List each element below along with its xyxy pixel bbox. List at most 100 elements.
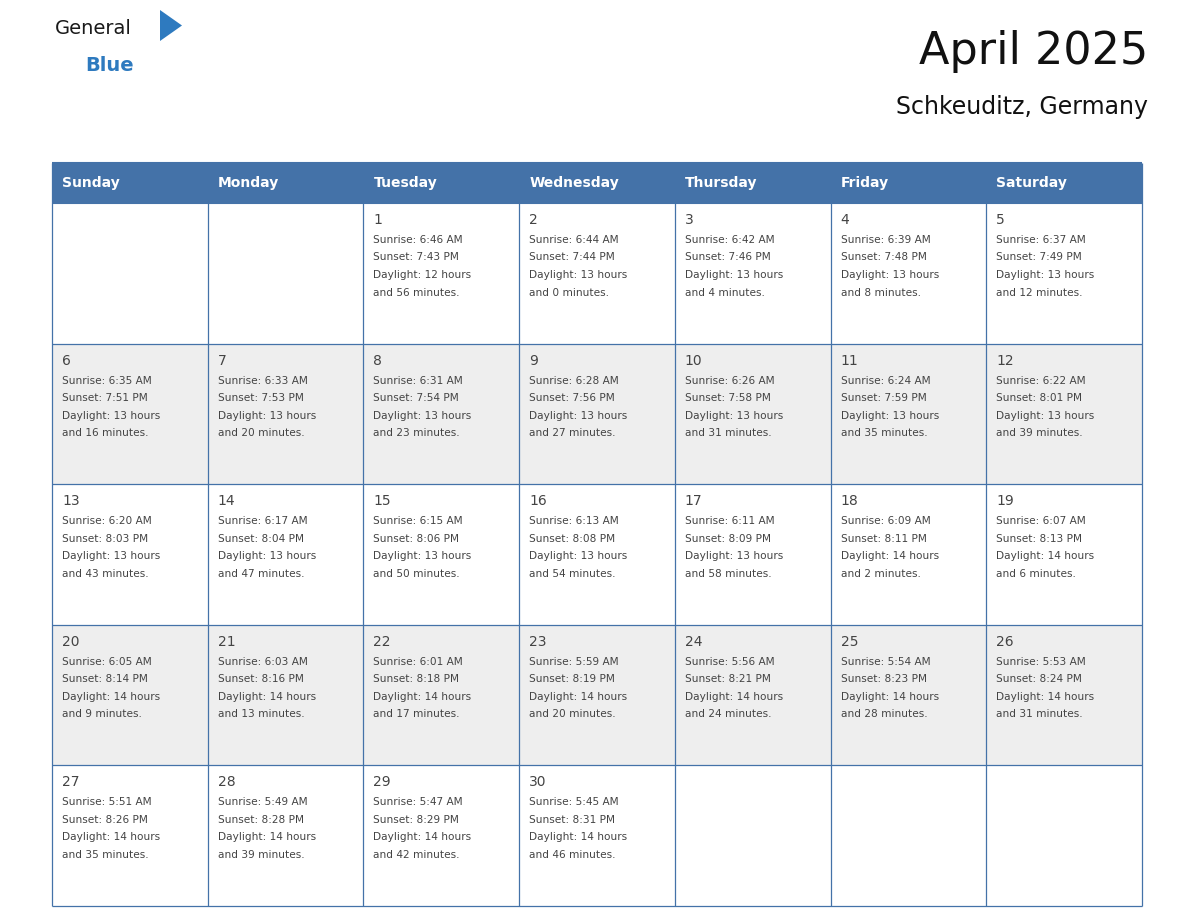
Text: Sunrise: 6:22 AM: Sunrise: 6:22 AM [997,375,1086,386]
Text: Daylight: 14 hours: Daylight: 14 hours [217,692,316,701]
Text: Sunset: 8:28 PM: Sunset: 8:28 PM [217,815,304,825]
Text: Sunrise: 6:17 AM: Sunrise: 6:17 AM [217,516,308,526]
Text: and 54 minutes.: and 54 minutes. [529,568,615,578]
Text: Tuesday: Tuesday [373,176,437,190]
Text: Sunrise: 6:31 AM: Sunrise: 6:31 AM [373,375,463,386]
Text: 2: 2 [529,213,538,227]
Text: Daylight: 13 hours: Daylight: 13 hours [841,410,939,420]
Text: Sunset: 7:53 PM: Sunset: 7:53 PM [217,393,304,403]
Text: Sunrise: 6:20 AM: Sunrise: 6:20 AM [62,516,152,526]
Text: Sunset: 8:18 PM: Sunset: 8:18 PM [373,675,460,684]
Text: 18: 18 [841,494,858,509]
Text: Daylight: 13 hours: Daylight: 13 hours [684,270,783,280]
Text: Sunrise: 6:44 AM: Sunrise: 6:44 AM [529,235,619,245]
Text: Friday: Friday [841,176,889,190]
Text: and 35 minutes.: and 35 minutes. [841,428,927,438]
Text: 20: 20 [62,635,80,649]
Text: General: General [55,19,132,38]
Text: and 43 minutes.: and 43 minutes. [62,568,148,578]
Text: and 58 minutes.: and 58 minutes. [684,568,771,578]
Text: Sunset: 8:29 PM: Sunset: 8:29 PM [373,815,460,825]
Text: and 50 minutes.: and 50 minutes. [373,568,460,578]
Text: Sunrise: 6:09 AM: Sunrise: 6:09 AM [841,516,930,526]
Text: and 39 minutes.: and 39 minutes. [217,850,304,860]
Text: Schkeuditz, Germany: Schkeuditz, Germany [896,95,1148,119]
Text: Sunrise: 5:45 AM: Sunrise: 5:45 AM [529,798,619,808]
Text: Sunset: 7:43 PM: Sunset: 7:43 PM [373,252,460,263]
Text: Sunrise: 6:35 AM: Sunrise: 6:35 AM [62,375,152,386]
Bar [52,625,1142,766]
Text: Saturday: Saturday [997,176,1067,190]
Text: Daylight: 14 hours: Daylight: 14 hours [997,551,1094,561]
Text: 4: 4 [841,213,849,227]
Text: Sunrise: 6:37 AM: Sunrise: 6:37 AM [997,235,1086,245]
Text: and 16 minutes.: and 16 minutes. [62,428,148,438]
Text: Sunrise: 5:56 AM: Sunrise: 5:56 AM [684,656,775,666]
Text: Daylight: 14 hours: Daylight: 14 hours [373,692,472,701]
Text: Daylight: 14 hours: Daylight: 14 hours [841,692,939,701]
Text: Sunrise: 6:39 AM: Sunrise: 6:39 AM [841,235,930,245]
Text: Daylight: 13 hours: Daylight: 13 hours [997,410,1094,420]
Text: 28: 28 [217,776,235,789]
Text: Daylight: 12 hours: Daylight: 12 hours [373,270,472,280]
Text: Daylight: 13 hours: Daylight: 13 hours [62,410,160,420]
Text: 14: 14 [217,494,235,509]
Text: Daylight: 14 hours: Daylight: 14 hours [997,692,1094,701]
Text: Blue: Blue [86,56,133,75]
Text: Sunrise: 6:03 AM: Sunrise: 6:03 AM [217,656,308,666]
Text: 13: 13 [62,494,80,509]
Text: 27: 27 [62,776,80,789]
Text: Sunrise: 6:42 AM: Sunrise: 6:42 AM [684,235,775,245]
Text: Sunrise: 6:28 AM: Sunrise: 6:28 AM [529,375,619,386]
Text: Daylight: 13 hours: Daylight: 13 hours [217,410,316,420]
Text: Sunrise: 6:15 AM: Sunrise: 6:15 AM [373,516,463,526]
Text: Sunrise: 6:11 AM: Sunrise: 6:11 AM [684,516,775,526]
Text: Sunrise: 6:33 AM: Sunrise: 6:33 AM [217,375,308,386]
Text: 12: 12 [997,353,1013,367]
Text: Daylight: 13 hours: Daylight: 13 hours [841,270,939,280]
Text: and 28 minutes.: and 28 minutes. [841,710,927,720]
Text: Sunrise: 6:26 AM: Sunrise: 6:26 AM [684,375,775,386]
Text: 29: 29 [373,776,391,789]
Text: 6: 6 [62,353,71,367]
Text: Thursday: Thursday [684,176,758,190]
Text: 22: 22 [373,635,391,649]
Text: Sunset: 8:24 PM: Sunset: 8:24 PM [997,675,1082,684]
Text: 10: 10 [684,353,702,367]
Text: and 42 minutes.: and 42 minutes. [373,850,460,860]
Text: Sunset: 7:51 PM: Sunset: 7:51 PM [62,393,147,403]
Text: 8: 8 [373,353,383,367]
Text: 24: 24 [684,635,702,649]
Text: Sunday: Sunday [62,176,120,190]
Text: April 2025: April 2025 [918,30,1148,73]
Text: Daylight: 13 hours: Daylight: 13 hours [684,410,783,420]
Text: 21: 21 [217,635,235,649]
Text: 3: 3 [684,213,694,227]
Text: Sunset: 8:19 PM: Sunset: 8:19 PM [529,675,615,684]
Text: Daylight: 14 hours: Daylight: 14 hours [684,692,783,701]
Text: Sunset: 7:44 PM: Sunset: 7:44 PM [529,252,615,263]
Text: Daylight: 13 hours: Daylight: 13 hours [217,551,316,561]
Text: Sunset: 7:54 PM: Sunset: 7:54 PM [373,393,460,403]
Text: 9: 9 [529,353,538,367]
Text: Sunset: 8:03 PM: Sunset: 8:03 PM [62,533,148,543]
Text: Daylight: 14 hours: Daylight: 14 hours [373,833,472,843]
Text: Sunset: 8:01 PM: Sunset: 8:01 PM [997,393,1082,403]
Text: 15: 15 [373,494,391,509]
Text: Sunset: 8:09 PM: Sunset: 8:09 PM [684,533,771,543]
Text: 17: 17 [684,494,702,509]
Text: 11: 11 [841,353,858,367]
Bar [52,343,1142,484]
Bar [52,203,1142,343]
Text: and 23 minutes.: and 23 minutes. [373,428,460,438]
Bar [52,163,1142,203]
Text: and 13 minutes.: and 13 minutes. [217,710,304,720]
Text: Sunrise: 6:46 AM: Sunrise: 6:46 AM [373,235,463,245]
Text: Sunset: 7:58 PM: Sunset: 7:58 PM [684,393,771,403]
Text: 1: 1 [373,213,383,227]
Text: Daylight: 14 hours: Daylight: 14 hours [62,833,160,843]
Text: 16: 16 [529,494,546,509]
Text: 26: 26 [997,635,1013,649]
Text: and 0 minutes.: and 0 minutes. [529,287,609,297]
Text: Daylight: 13 hours: Daylight: 13 hours [62,551,160,561]
